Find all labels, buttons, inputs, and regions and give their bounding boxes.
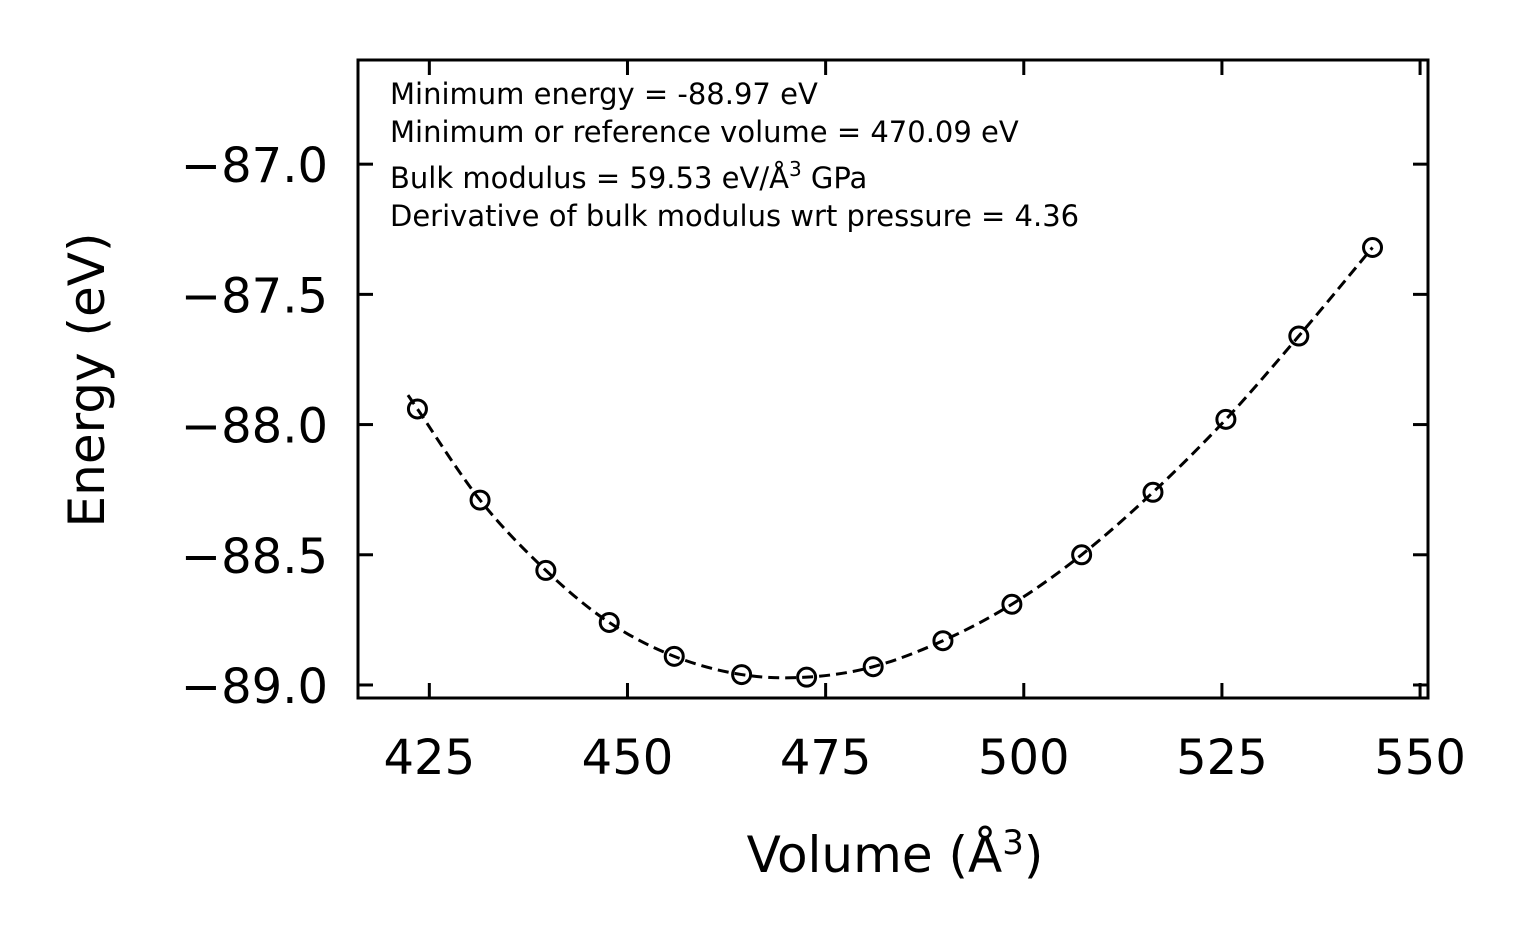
y-tick-label: −88.5 <box>181 529 328 585</box>
x-tick-label: 525 <box>1176 730 1268 786</box>
data-point <box>1071 544 1093 566</box>
annotation-bulk-modulus-suffix: GPa <box>802 161 868 195</box>
annotation-bulk-derivative: Derivative of bulk modulus wrt pressure … <box>390 199 1079 233</box>
x-axis-title-sup: 3 <box>1002 823 1024 863</box>
data-point <box>1215 408 1237 430</box>
fit-curve-layer <box>406 246 1374 680</box>
x-tick-label: 475 <box>780 730 872 786</box>
data-point <box>1362 236 1384 258</box>
data-point <box>1142 481 1164 503</box>
x-tick-label: 550 <box>1374 730 1466 786</box>
annotation-min-energy: Minimum energy = -88.97 eV <box>390 77 818 111</box>
data-point <box>731 664 753 686</box>
data-point <box>862 656 884 678</box>
data-point <box>663 645 685 667</box>
x-axis-title: Volume (Å3) <box>747 823 1044 884</box>
annotation-bulk-modulus-sup: 3 <box>789 157 802 181</box>
x-axis-title-suffix: ) <box>1024 826 1044 884</box>
data-point <box>469 489 491 511</box>
y-tick-label: −87.0 <box>181 138 328 194</box>
x-tick-label: 500 <box>978 730 1070 786</box>
fit-curve <box>406 246 1374 680</box>
y-tick-label: −87.5 <box>181 268 328 324</box>
x-tick-label: 450 <box>582 730 674 786</box>
y-axis: −89.0 −88.5 −88.0 −87.5 −87.0 <box>181 138 1428 715</box>
data-point <box>1288 325 1310 347</box>
data-point <box>796 666 818 688</box>
y-tick-label: −89.0 <box>181 659 328 715</box>
annotation-block: Minimum energy = -88.97 eV Minimum or re… <box>390 77 1079 233</box>
data-point <box>406 398 428 420</box>
annotation-bulk-modulus: Bulk modulus = 59.53 eV/Å3 GPa <box>390 157 867 195</box>
y-axis-title: Energy (eV) <box>58 233 116 528</box>
x-tick-label: 425 <box>384 730 476 786</box>
data-point <box>932 630 954 652</box>
plot-frame <box>356 58 1430 700</box>
data-points <box>406 236 1384 688</box>
x-axis-title-main: Volume (Å <box>747 826 1003 884</box>
data-point <box>1001 593 1023 615</box>
y-tick-label: −88.0 <box>181 399 328 455</box>
annotation-bulk-modulus-prefix: Bulk modulus = 59.53 eV/Å <box>390 161 789 195</box>
data-point <box>535 559 557 581</box>
annotation-ref-volume: Minimum or reference volume = 470.09 eV <box>390 115 1019 149</box>
data-point <box>598 611 620 633</box>
x-axis: 425 450 475 500 525 550 <box>384 60 1466 786</box>
